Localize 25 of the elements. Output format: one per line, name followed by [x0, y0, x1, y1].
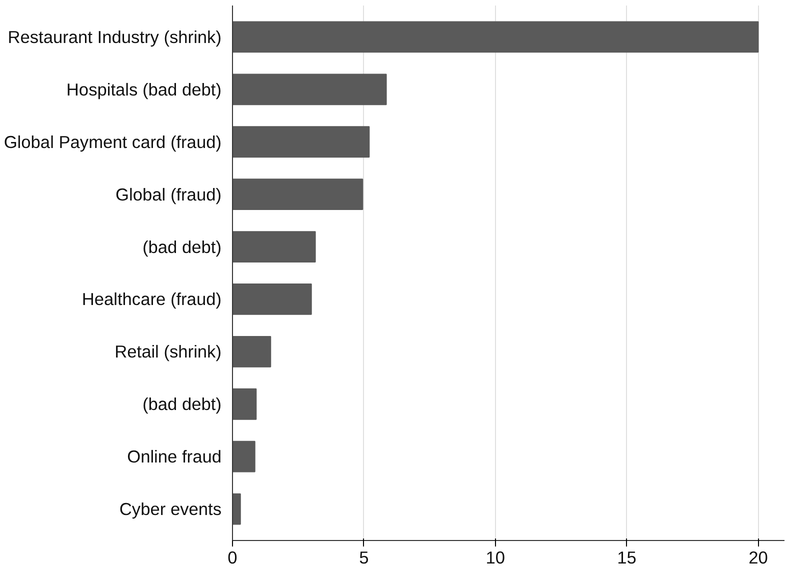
- y-tick-label: Retail (shrink): [114, 342, 222, 362]
- y-tick-label: Restaurant Industry (shrink): [8, 26, 222, 47]
- y-tick-label: Healthcare (fraud): [82, 289, 222, 310]
- y-tick-label: Online fraud: [127, 446, 222, 467]
- bar: [232, 284, 312, 315]
- bar: [232, 126, 370, 158]
- y-tick-label: Hospitals (bad debt): [66, 79, 222, 100]
- bar: [232, 440, 256, 472]
- bar: [232, 336, 272, 368]
- x-tick-label: 5: [359, 548, 369, 566]
- bar: [232, 493, 241, 525]
- bar: [232, 231, 316, 262]
- y-tick-label: (bad debt): [142, 236, 222, 257]
- bar: [232, 388, 257, 420]
- bar: [232, 21, 759, 53]
- y-tick-label: Cyber events: [119, 499, 222, 520]
- x-tick-label: 0: [228, 548, 238, 566]
- y-tick-label: (bad debt): [142, 394, 222, 414]
- x-tick-label: 20: [748, 548, 768, 566]
- y-tick-label: Global Payment card (fraud): [4, 132, 222, 152]
- y-tick-label: Global (fraud): [116, 184, 222, 204]
- bar: [232, 178, 364, 210]
- x-tick-label: 10: [486, 548, 505, 566]
- x-tick-label: 15: [617, 548, 636, 566]
- bar: [232, 74, 387, 106]
